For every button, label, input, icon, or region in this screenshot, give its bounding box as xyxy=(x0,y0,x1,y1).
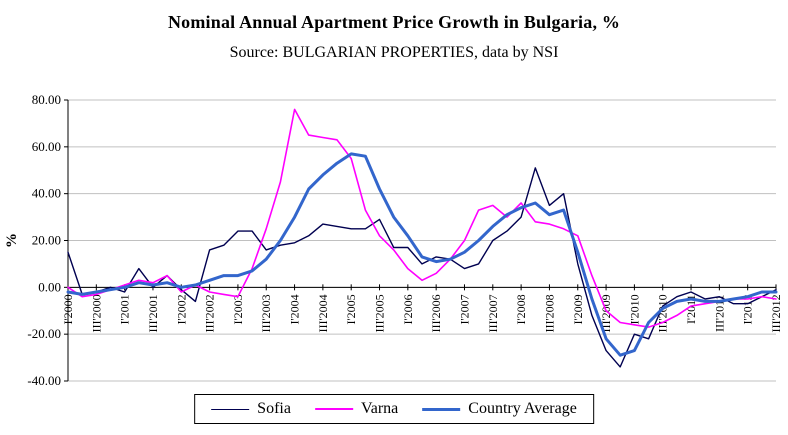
x-tick-label: I'2006 xyxy=(401,294,415,324)
x-tick-label: I'2009 xyxy=(571,294,585,324)
x-tick-label: III'2001 xyxy=(146,294,160,332)
x-tick-label: III'2011 xyxy=(712,294,726,332)
legend-sample-country-average xyxy=(422,407,461,411)
y-tick-label: 40.00 xyxy=(32,186,61,201)
x-tick-label: I'2004 xyxy=(288,294,302,324)
y-tick-label: -40.00 xyxy=(27,373,61,388)
series-sofia xyxy=(67,167,777,368)
y-tick-label: 80.00 xyxy=(32,92,61,107)
x-tick-label: III'2004 xyxy=(316,294,330,332)
series-varna xyxy=(67,108,777,328)
x-tick-label: III'2005 xyxy=(373,294,387,332)
x-tick-label: I'2002 xyxy=(174,294,188,324)
legend-label-varna: Varna xyxy=(360,400,399,417)
legend-sample-varna xyxy=(314,408,353,410)
x-tick-label: I'2007 xyxy=(457,294,471,324)
x-tick-label: III'2007 xyxy=(486,294,500,332)
x-tick-label: I'2003 xyxy=(231,294,245,324)
x-tick-label: III'2008 xyxy=(542,294,556,332)
legend: Sofia Varna Country Average xyxy=(194,394,594,424)
chart-subtitle: Source: BULGARIAN PROPERTIES, data by NS… xyxy=(229,44,559,61)
x-tick-label: I'2011 xyxy=(684,294,698,324)
chart-svg: -40.00 -20.00 0.00 20.00 40.00 60.00 80.00% I'2… xyxy=(4,92,783,388)
legend-item: Varna xyxy=(314,400,399,418)
legend-label-sofia: Sofia xyxy=(257,400,291,417)
x-tick-label: I'2000 xyxy=(61,294,75,324)
y-tick-label: 20.00 xyxy=(32,233,61,248)
x-tick-label: I'2005 xyxy=(344,294,358,324)
y-tick-label: -20.00 xyxy=(27,326,61,341)
x-tick-label: III'2006 xyxy=(429,294,443,332)
y-axis-title: % xyxy=(4,233,20,248)
x-tick-label: III'2012 xyxy=(769,294,783,332)
x-tick-label: I'2008 xyxy=(514,294,528,324)
series-country-average xyxy=(66,152,778,357)
y-tick-label: 60.00 xyxy=(32,139,61,154)
legend-sample-sofia xyxy=(211,408,250,410)
chart-title: Nominal Annual Apartment Price Growth in… xyxy=(167,12,621,32)
y-tick-label: 0.00 xyxy=(38,279,61,294)
x-tick-label: III'2003 xyxy=(259,294,273,332)
x-tick-label: III'2002 xyxy=(203,294,217,332)
legend-item: Sofia xyxy=(211,400,291,418)
legend-item: Country Average xyxy=(422,400,577,418)
legend-label-country-average: Country Average xyxy=(468,400,577,417)
x-tick-label: I'2001 xyxy=(118,294,132,324)
x-tick-label: III'2000 xyxy=(89,294,103,332)
x-tick-label: I'2010 xyxy=(627,294,641,324)
